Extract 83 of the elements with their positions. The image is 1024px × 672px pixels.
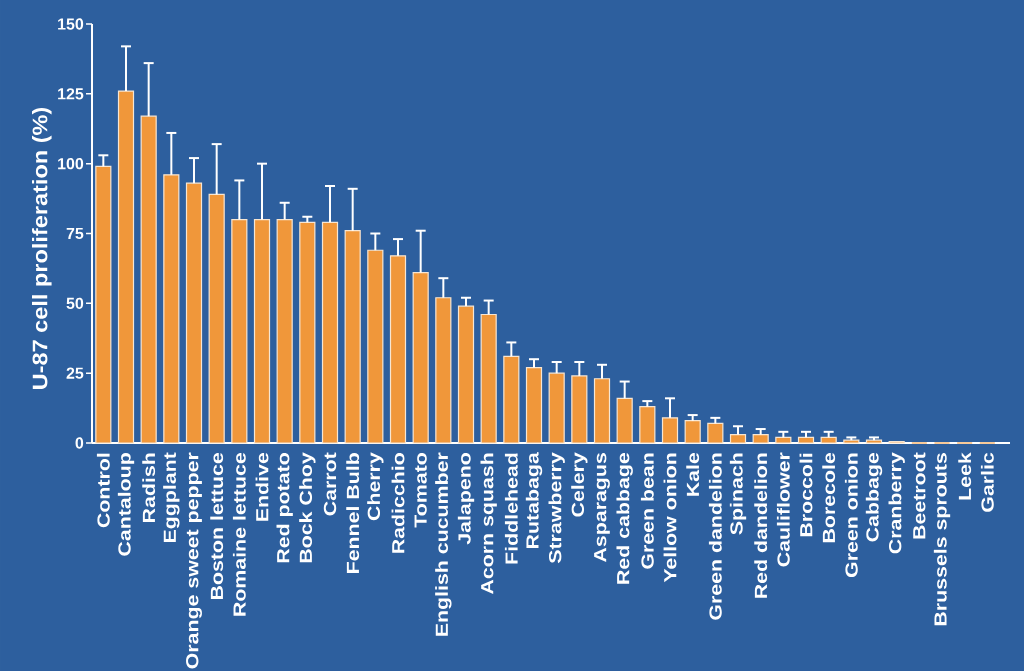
bar <box>503 355 520 444</box>
x-tick-label: Bock Choy <box>299 452 316 563</box>
x-tick-label: Cranberry <box>888 452 905 554</box>
x-tick-label: Jalapeno <box>457 452 475 545</box>
bar <box>253 218 271 444</box>
x-tick-label: Kale <box>686 452 700 496</box>
bar <box>140 115 157 444</box>
bar <box>843 439 860 444</box>
bar <box>525 366 543 444</box>
bar <box>775 436 792 444</box>
bar <box>729 433 747 444</box>
x-tick-label: Red dandelion <box>754 453 768 598</box>
bar <box>299 221 316 444</box>
bar <box>231 218 248 444</box>
bar <box>616 397 633 444</box>
bar <box>367 249 384 444</box>
bar <box>208 193 225 444</box>
x-tick-label: Spinach <box>729 453 747 535</box>
x-tick-label: Red potato <box>276 452 293 563</box>
x-tick-label: Tomato <box>414 452 427 528</box>
bar <box>707 422 724 444</box>
x-tick-label: Beetroot <box>913 452 926 539</box>
x-tick-label: Cabbage <box>865 452 883 542</box>
x-tick-label: Broccoli <box>799 453 813 537</box>
y-tick-label: 50 <box>66 297 84 309</box>
bar <box>185 182 203 444</box>
x-tick-label: Orange sweet pepper <box>186 452 202 669</box>
x-tick-label: Radicchio <box>391 452 405 553</box>
x-tick-label: Eggplant <box>163 452 180 542</box>
bar <box>321 221 339 444</box>
x-tick-label: Red cabbage <box>616 452 633 584</box>
x-tick-label: Fennel Bulb <box>346 452 360 573</box>
x-tick-label: Borecole <box>822 452 836 542</box>
bar <box>95 165 112 444</box>
bar <box>389 255 407 444</box>
bar <box>820 436 837 444</box>
x-tick-label: Garlic <box>980 452 994 512</box>
bar <box>684 419 701 444</box>
bar <box>412 271 429 444</box>
bar <box>661 417 679 444</box>
bar <box>865 439 883 444</box>
bar <box>797 436 815 444</box>
x-tick-label: Rutabaga <box>525 451 543 548</box>
bar <box>117 90 135 444</box>
bar <box>435 296 452 444</box>
bar <box>344 229 361 444</box>
y-tick-label: 25 <box>66 367 84 379</box>
bar <box>457 305 475 444</box>
bar <box>571 375 588 444</box>
x-tick-label: Romaine lettuce <box>232 452 246 616</box>
bar <box>752 433 769 444</box>
x-tick-label: Radish <box>142 453 156 522</box>
x-tick-label: Green onion <box>844 453 858 577</box>
bar <box>639 405 656 444</box>
bar <box>276 218 293 444</box>
y-tick-label: 0 <box>75 437 84 449</box>
x-tick-label: Endive <box>255 452 269 521</box>
x-tick-label: Carrot <box>323 452 337 516</box>
bar <box>548 372 565 444</box>
y-tick-label: 75 <box>66 227 84 239</box>
y-tick-label: 150 <box>58 18 84 30</box>
x-tick-label: Cauliflower <box>776 452 790 567</box>
bar <box>163 174 180 444</box>
y-tick-label: 125 <box>58 88 84 100</box>
x-tick-label: Green dandelion <box>708 453 722 620</box>
bar <box>593 378 611 444</box>
bar <box>480 313 497 444</box>
y-tick-label: 100 <box>58 157 84 170</box>
x-tick-label: Leek <box>958 452 972 500</box>
x-tick-label: Strawberry <box>548 452 565 563</box>
x-tick-label: Brussels sprouts <box>933 452 951 626</box>
y-axis-title: U-87 cell proliferation (%) <box>32 107 52 389</box>
x-tick-label: Boston lettuce <box>210 452 224 599</box>
x-tick-label: Yellow onion <box>663 453 677 583</box>
x-tick-label: Celery <box>571 452 588 517</box>
x-tick-label: Green bean <box>640 453 654 569</box>
x-tick-label: Asparagus <box>594 452 610 562</box>
x-tick-label: English cucumber <box>435 452 452 636</box>
x-tick-label: Fiddlehead <box>504 453 518 564</box>
x-tick-label: Acorn squash <box>480 453 497 594</box>
x-tick-label: Cantaloup <box>117 452 135 556</box>
x-tick-label: Cherry <box>367 452 384 520</box>
x-tick-label: Control <box>96 453 110 528</box>
